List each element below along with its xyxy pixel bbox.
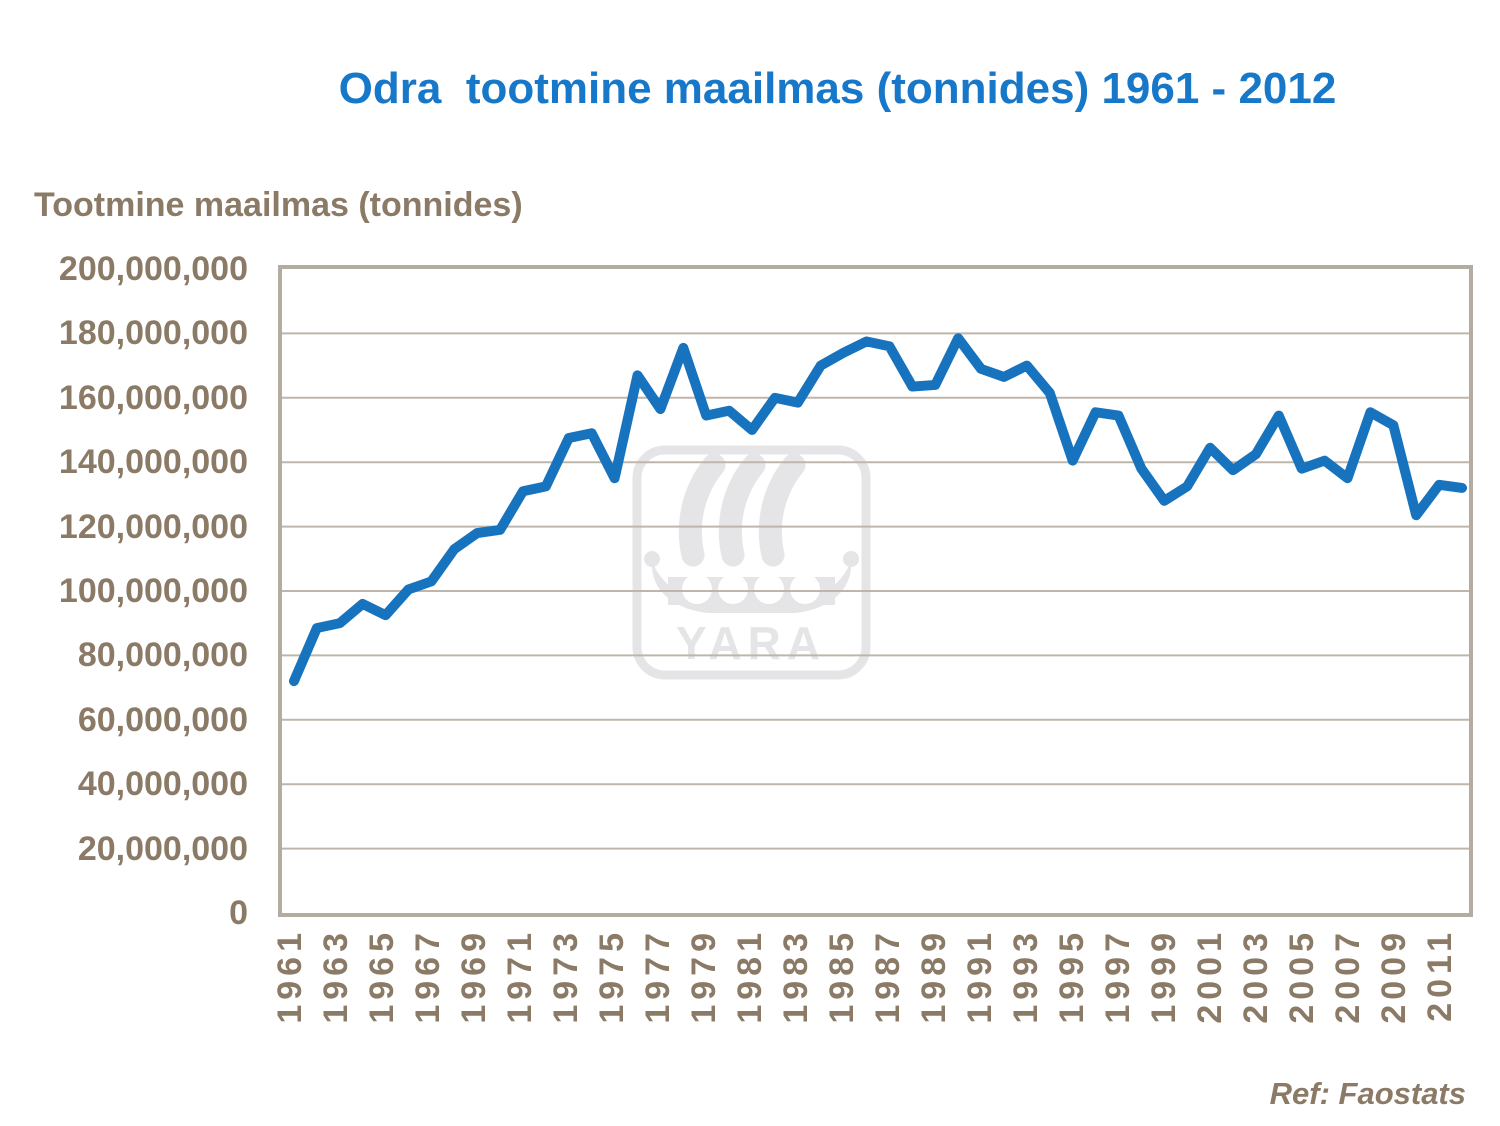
- y-tick-label: 0: [229, 894, 248, 932]
- x-tick-label: 1997: [1099, 928, 1137, 1024]
- data-series-line: [288, 333, 1468, 687]
- y-tick-label: 120,000,000: [58, 507, 248, 546]
- chart-title: Odra tootmine maailmas (tonnides) 1961 -…: [338, 64, 1337, 113]
- watermark-frame: [632, 445, 871, 680]
- y-tick-label: 40,000,000: [77, 765, 248, 804]
- y-axis-title: Tootmine maailmas (tonnides): [34, 186, 523, 224]
- reference-note: Ref: Faostats: [1269, 1076, 1466, 1111]
- x-tick-label: 2001: [1191, 928, 1229, 1024]
- y-tick-label: 200,000,000: [58, 250, 248, 288]
- y-tick-label: 60,000,000: [77, 700, 248, 739]
- x-tick-label: 1987: [869, 928, 907, 1024]
- x-tick-label: 1977: [639, 928, 677, 1024]
- x-tick-label: 2009: [1375, 928, 1413, 1024]
- x-tick-label: 1961: [271, 928, 309, 1024]
- y-tick-label: 180,000,000: [58, 314, 248, 353]
- watermark-text: YARA: [676, 617, 826, 669]
- ship-shields: [682, 574, 820, 604]
- x-tick-label: 1991: [961, 928, 999, 1024]
- x-tick-label: 2007: [1329, 928, 1367, 1024]
- x-tick-label: 1965: [363, 928, 401, 1024]
- plot-canvas: [282, 332, 1469, 850]
- plot-area: YARA: [278, 265, 1473, 917]
- y-tick-label: 160,000,000: [58, 378, 248, 417]
- x-tick-label: 1985: [823, 928, 861, 1024]
- x-tick-label: 1963: [317, 928, 355, 1024]
- x-tick-label: 1981: [731, 928, 769, 1024]
- x-tick-label: 1967: [409, 928, 447, 1024]
- x-tick-label: 1975: [593, 928, 631, 1024]
- gridlines: [282, 332, 1469, 850]
- x-tick-label: 1999: [1145, 928, 1183, 1024]
- x-tick-label: 1993: [1007, 928, 1045, 1024]
- y-tick-label: 20,000,000: [77, 829, 248, 868]
- x-tick-label: 2003: [1237, 928, 1275, 1024]
- y-tick-label: 140,000,000: [58, 443, 248, 482]
- x-tick-label: 1973: [547, 928, 585, 1024]
- x-tick-label: 1983: [777, 928, 815, 1024]
- x-tick-label: 1989: [915, 928, 953, 1024]
- y-tick-label: 80,000,000: [77, 636, 248, 675]
- x-tick-label: 1995: [1053, 928, 1091, 1024]
- x-tick-label: 1971: [501, 928, 539, 1024]
- x-tick-label: 1969: [455, 928, 493, 1024]
- y-tick-label: 100,000,000: [58, 572, 248, 610]
- ship-sails-icon: [678, 453, 806, 567]
- x-tick-label: 1979: [685, 928, 723, 1024]
- x-tick-label: 2005: [1283, 928, 1321, 1024]
- x-tick-label: 2011: [1421, 928, 1459, 1022]
